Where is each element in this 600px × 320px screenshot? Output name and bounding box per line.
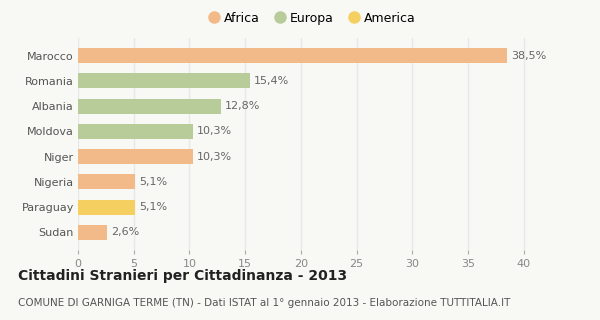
- Text: 10,3%: 10,3%: [197, 126, 232, 136]
- Text: 15,4%: 15,4%: [254, 76, 289, 86]
- Text: COMUNE DI GARNIGA TERME (TN) - Dati ISTAT al 1° gennaio 2013 - Elaborazione TUTT: COMUNE DI GARNIGA TERME (TN) - Dati ISTA…: [18, 298, 511, 308]
- Text: 2,6%: 2,6%: [112, 228, 140, 237]
- Bar: [78, 124, 193, 139]
- Text: 5,1%: 5,1%: [139, 177, 167, 187]
- Legend: Africa, Europa, America: Africa, Europa, America: [204, 7, 420, 30]
- Text: 10,3%: 10,3%: [197, 152, 232, 162]
- Text: 5,1%: 5,1%: [139, 202, 167, 212]
- Bar: [78, 174, 135, 189]
- Bar: [78, 149, 193, 164]
- Text: Cittadini Stranieri per Cittadinanza - 2013: Cittadini Stranieri per Cittadinanza - 2…: [18, 269, 347, 283]
- Bar: [78, 73, 250, 88]
- Bar: [78, 200, 135, 215]
- Text: 38,5%: 38,5%: [511, 51, 547, 60]
- Bar: [78, 48, 507, 63]
- Bar: [78, 99, 221, 114]
- Bar: [78, 225, 107, 240]
- Text: 12,8%: 12,8%: [225, 101, 260, 111]
